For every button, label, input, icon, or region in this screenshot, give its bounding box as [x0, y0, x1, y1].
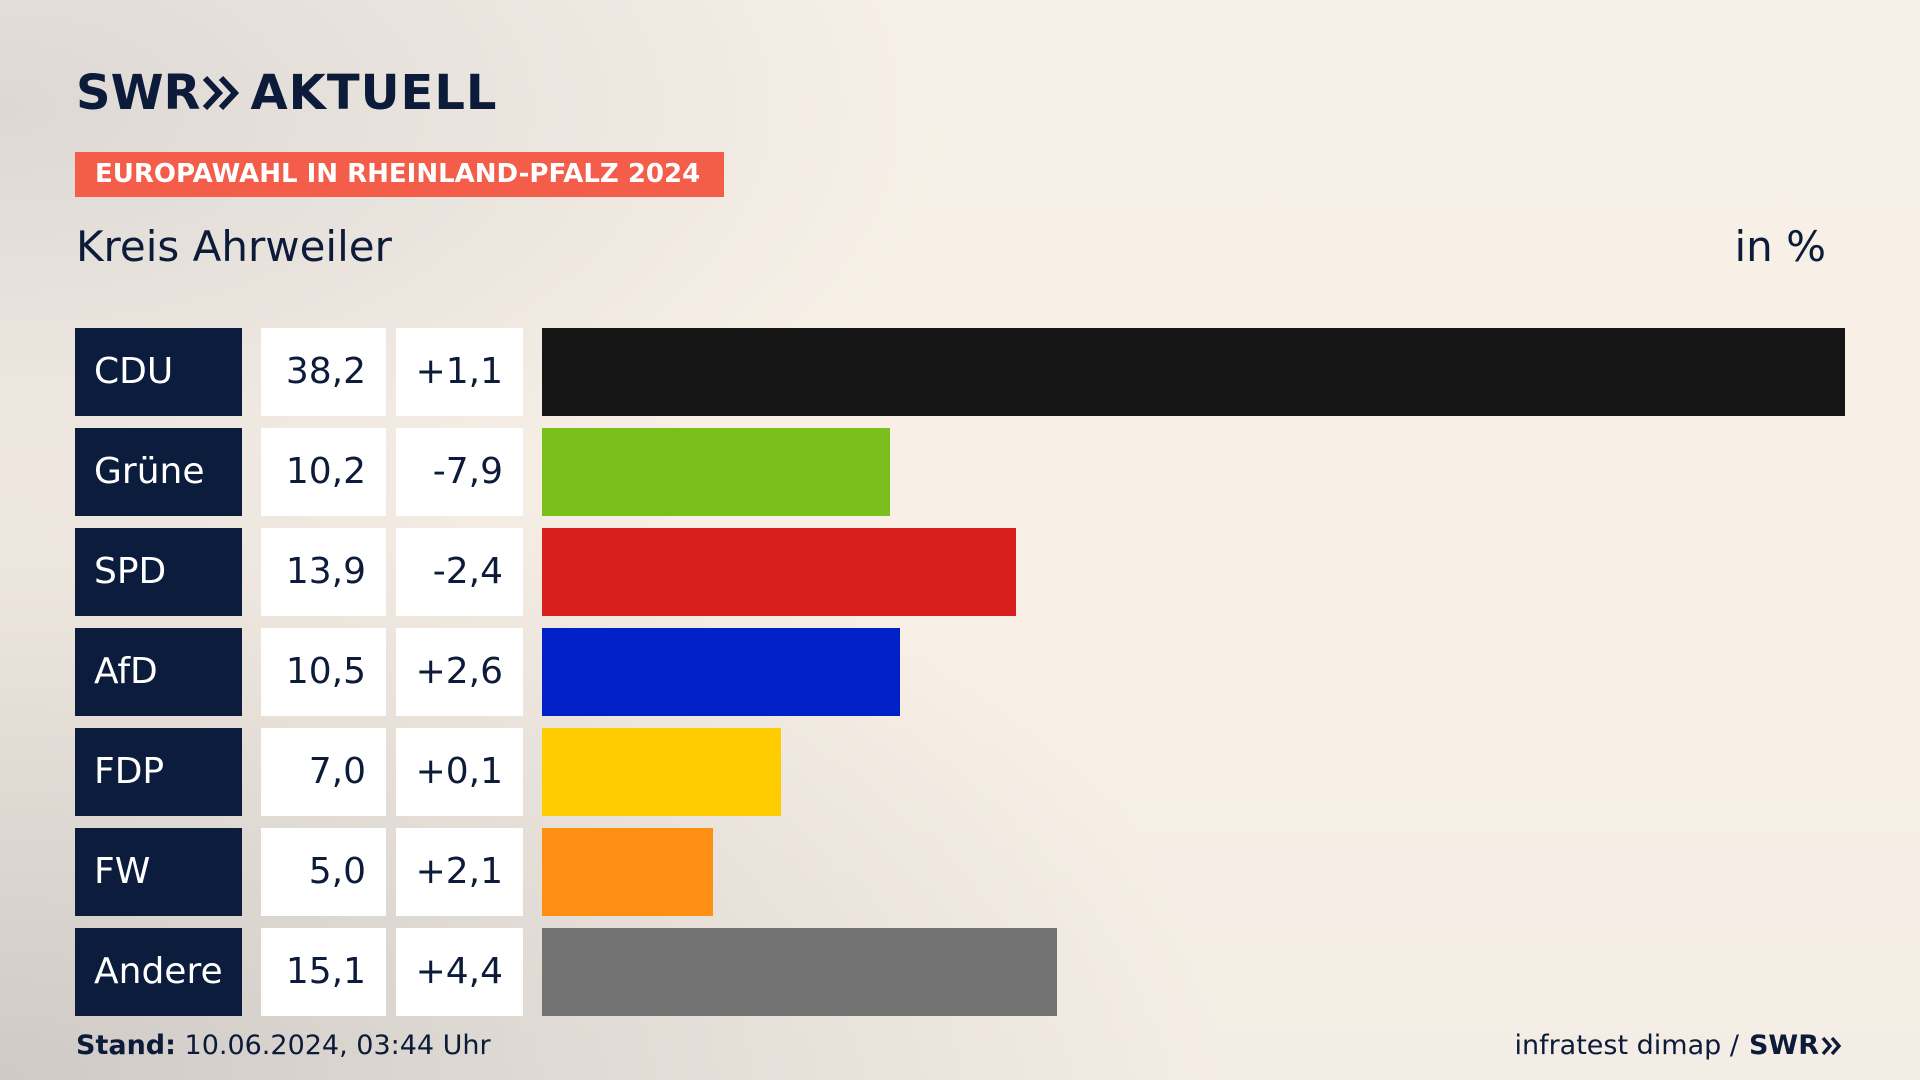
- swr-aktuell-logo: SWR AKTUELL: [76, 65, 498, 121]
- change-label: +4,4: [396, 928, 523, 1016]
- bar: [542, 528, 1016, 616]
- result-row: CDU 38,2 +1,1: [75, 328, 1845, 416]
- bar: [542, 428, 890, 516]
- change-label: +0,1: [396, 728, 523, 816]
- footer-swr-logo: SWR: [1749, 1030, 1843, 1061]
- bar: [542, 728, 781, 816]
- result-row: FW 5,0 +2,1: [75, 828, 1845, 916]
- footer-swr-text: SWR: [1748, 1030, 1819, 1061]
- bar: [542, 628, 900, 716]
- vote-share-label: 38,2: [261, 328, 386, 416]
- change-label: -2,4: [396, 528, 523, 616]
- logo-aktuell-text: AKTUELL: [250, 65, 498, 121]
- change-label: +1,1: [396, 328, 523, 416]
- footer-chevron-icon: [1821, 1036, 1842, 1055]
- change-label: -7,9: [396, 428, 523, 516]
- bar: [542, 828, 713, 916]
- source-text: infratest dimap /: [1514, 1030, 1739, 1061]
- vote-share-label: 5,0: [261, 828, 386, 916]
- double-chevron-icon: [202, 75, 240, 111]
- party-label: AfD: [75, 628, 242, 716]
- source-credit: infratest dimap / SWR: [1514, 1030, 1843, 1061]
- election-banner: EUROPAWAHL IN RHEINLAND-PFALZ 2024: [75, 152, 724, 197]
- bar: [542, 928, 1057, 1016]
- party-label: Grüne: [75, 428, 242, 516]
- vote-share-label: 10,5: [261, 628, 386, 716]
- stand-label: Stand:: [76, 1030, 176, 1061]
- result-row: FDP 7,0 +0,1: [75, 728, 1845, 816]
- vote-share-label: 7,0: [261, 728, 386, 816]
- stand-value: 10.06.2024, 03:44 Uhr: [184, 1030, 491, 1061]
- result-row: Grüne 10,2 -7,9: [75, 428, 1845, 516]
- party-label: CDU: [75, 328, 242, 416]
- unit-label: in %: [1734, 222, 1826, 271]
- logo-swr-text: SWR: [76, 65, 201, 121]
- result-row: Andere 15,1 +4,4: [75, 928, 1845, 1016]
- result-row: SPD 13,9 -2,4: [75, 528, 1845, 616]
- chart-title: Kreis Ahrweiler: [76, 222, 392, 271]
- party-label: FW: [75, 828, 242, 916]
- result-row: AfD 10,5 +2,6: [75, 628, 1845, 716]
- change-label: +2,6: [396, 628, 523, 716]
- party-label: FDP: [75, 728, 242, 816]
- vote-share-label: 10,2: [261, 428, 386, 516]
- party-label: SPD: [75, 528, 242, 616]
- change-label: +2,1: [396, 828, 523, 916]
- vote-share-label: 15,1: [261, 928, 386, 1016]
- vote-share-label: 13,9: [261, 528, 386, 616]
- bar: [542, 328, 1845, 416]
- timestamp: Stand: 10.06.2024, 03:44 Uhr: [76, 1030, 491, 1061]
- party-label: Andere: [75, 928, 242, 1016]
